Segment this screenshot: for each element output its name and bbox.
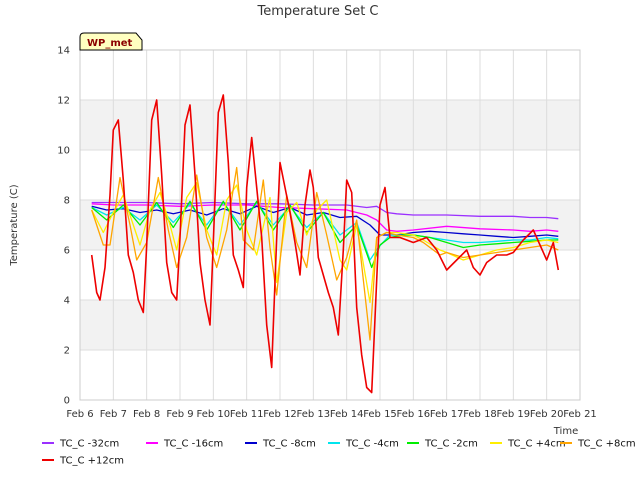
badge-shape <box>79 32 143 51</box>
series-line-7 <box>90 94 560 394</box>
x-tick-label: Feb 11 <box>230 409 264 420</box>
x-tick-label: Feb 8 <box>133 409 160 420</box>
legend-label: TC_C -32cm <box>59 439 119 450</box>
x-tick-label: Feb 20 <box>530 409 564 420</box>
x-tick-label: Feb 12 <box>263 409 297 420</box>
series-line-3 <box>91 201 559 261</box>
x-tick-label: Feb 17 <box>430 409 464 420</box>
y-tick-label: 0 <box>64 396 70 407</box>
x-tick-label: Feb 21 <box>563 409 597 420</box>
x-tick-label: Feb 18 <box>463 409 497 420</box>
chart-title: Temperature Set C <box>256 4 378 19</box>
plot-border <box>79 49 581 401</box>
legend-label: TC_C +8cm <box>577 439 636 450</box>
y-tick-label: 14 <box>57 46 70 57</box>
x-tick-label: Feb 13 <box>297 409 331 420</box>
y-tick-label: 8 <box>64 196 70 207</box>
legend-label: TC_C -16cm <box>163 439 223 450</box>
y-tick-label: 6 <box>64 246 70 257</box>
x-tick-label: Feb 7 <box>100 409 127 420</box>
legend-label: TC_C +12cm <box>59 456 124 467</box>
x-tick-label: Feb 16 <box>397 409 431 420</box>
x-axis-label: Time <box>553 426 578 437</box>
grid-band <box>80 300 580 350</box>
y-tick-label: 4 <box>64 296 70 307</box>
legend-label: TC_C -2cm <box>424 439 478 450</box>
x-tick-label: Feb 9 <box>166 409 193 420</box>
grid-band <box>80 100 580 150</box>
x-tick-label: Feb 14 <box>330 409 364 420</box>
y-tick-label: 10 <box>57 146 70 157</box>
badge-label: WP_met <box>87 38 133 49</box>
y-axis-label: Temperature (C) <box>9 184 20 266</box>
series-line-4 <box>91 200 559 269</box>
x-tick-label: Feb 15 <box>363 409 397 420</box>
y-tick-label: 2 <box>64 346 70 357</box>
wp-met-badge: WP_met <box>79 32 143 51</box>
x-tick-label: Feb 10 <box>197 409 231 420</box>
x-tick-label: Feb 6 <box>66 409 93 420</box>
legend-label: TC_C -4cm <box>345 439 399 450</box>
legend-label: TC_C +4cm <box>507 439 566 450</box>
x-tick-label: Feb 19 <box>497 409 531 420</box>
y-tick-label: 12 <box>57 96 70 107</box>
series-line-2 <box>91 205 559 239</box>
legend-label: TC_C -8cm <box>262 439 316 450</box>
legend: TC_C -32cm TC_C -16cm TC_C -8cm TC_C -4cm TC… <box>42 439 636 467</box>
